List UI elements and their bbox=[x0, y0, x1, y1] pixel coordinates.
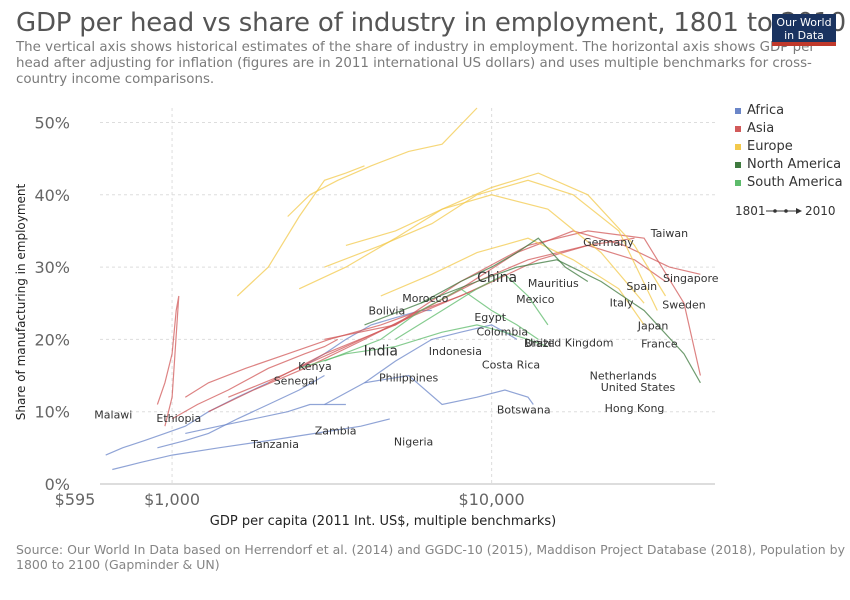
legend-label: Europe bbox=[747, 139, 793, 154]
legend-swatch bbox=[735, 161, 741, 168]
country-label[interactable]: India bbox=[364, 344, 398, 360]
country-label[interactable]: Nigeria bbox=[394, 435, 433, 448]
series-line-north-america[interactable] bbox=[420, 259, 701, 384]
series-line-south-america[interactable] bbox=[299, 324, 549, 369]
series-line-africa[interactable] bbox=[157, 374, 325, 449]
country-label[interactable]: Sweden bbox=[662, 299, 705, 312]
legend-label: Asia bbox=[747, 121, 775, 136]
country-label[interactable]: Malawi bbox=[94, 409, 132, 422]
country-label[interactable]: Colombia bbox=[476, 325, 528, 338]
country-label[interactable]: Netherlands bbox=[590, 370, 657, 383]
legend-label: North America bbox=[747, 157, 842, 172]
legend-label: Africa bbox=[747, 103, 785, 118]
x-tick-label: $595 bbox=[55, 490, 96, 509]
y-tick-label: 10% bbox=[34, 403, 70, 422]
series-line-asia[interactable] bbox=[324, 230, 701, 376]
y-tick-label: 30% bbox=[34, 258, 70, 277]
timeline-dot bbox=[784, 209, 788, 213]
series-line-europe[interactable] bbox=[236, 165, 365, 297]
scatter-chart: 0% 10% 20% 30% 40% 50% $595 $1,000 $10,000 China… bbox=[14, 107, 836, 529]
timeline-start-label: 1801 bbox=[735, 204, 766, 218]
country-label[interactable]: United Kingdom bbox=[525, 336, 613, 349]
country-label-layer: China India Taiwan Germany Singapore Mauritiu… bbox=[94, 227, 718, 451]
country-label[interactable]: Indonesia bbox=[429, 345, 482, 358]
series-line-africa[interactable] bbox=[324, 324, 518, 406]
timeline-arrow-icon bbox=[796, 208, 802, 214]
timeline-dot bbox=[773, 209, 777, 213]
series-line-europe[interactable] bbox=[345, 194, 645, 304]
country-label[interactable]: Philippines bbox=[379, 372, 439, 385]
legend-label: South America bbox=[747, 175, 843, 190]
country-label[interactable]: Mexico bbox=[516, 293, 555, 306]
series-line-asia[interactable] bbox=[156, 295, 180, 427]
country-label[interactable]: Tanzania bbox=[250, 438, 299, 451]
country-label[interactable]: China bbox=[477, 270, 517, 286]
series-line-europe[interactable] bbox=[380, 237, 645, 326]
country-label[interactable]: Spain bbox=[626, 280, 657, 293]
country-label[interactable]: Germany bbox=[583, 236, 634, 249]
country-label[interactable]: Zambia bbox=[315, 424, 357, 437]
country-label[interactable]: Kenya bbox=[298, 360, 332, 373]
legend-swatch bbox=[735, 125, 741, 132]
y-tick-label: 0% bbox=[45, 475, 70, 494]
country-label[interactable]: France bbox=[641, 338, 678, 351]
country-label[interactable]: Bolivia bbox=[368, 304, 405, 317]
country-label[interactable]: Ethiopia bbox=[156, 412, 201, 425]
timeline-end-label: 2010 bbox=[805, 204, 836, 218]
country-label[interactable]: Mauritius bbox=[528, 277, 579, 290]
x-axis-label: GDP per capita (2011 Int. US$, multiple … bbox=[210, 514, 556, 529]
owid-logo[interactable]: Our World in Data bbox=[772, 14, 836, 46]
series-line-europe[interactable] bbox=[287, 107, 478, 217]
country-label[interactable]: United States bbox=[601, 381, 676, 394]
y-tick-label: 40% bbox=[34, 186, 70, 205]
legend-item-asia[interactable]: Asia bbox=[735, 121, 774, 136]
logo-line-2: in Data bbox=[784, 29, 824, 42]
legend-item-south-america[interactable]: South America bbox=[735, 175, 843, 190]
legend-item-europe[interactable]: Europe bbox=[735, 139, 793, 154]
country-label[interactable]: Botswana bbox=[497, 404, 551, 417]
country-label[interactable]: Morocco bbox=[402, 292, 448, 305]
country-label[interactable]: Costa Rica bbox=[482, 359, 540, 372]
country-label[interactable]: Brazil bbox=[524, 337, 555, 350]
x-tick-label: $10,000 bbox=[459, 490, 525, 509]
series-line-asia[interactable] bbox=[171, 338, 339, 420]
legend-item-africa[interactable]: Africa bbox=[735, 103, 784, 118]
legend-swatch bbox=[735, 143, 741, 150]
country-label[interactable]: Egypt bbox=[474, 311, 506, 324]
legend-swatch bbox=[735, 107, 741, 114]
series-line-asia[interactable] bbox=[208, 237, 635, 413]
tick-layer: 0% 10% 20% 30% 40% 50% $595 $1,000 $10,000 bbox=[34, 113, 524, 509]
legend-swatch bbox=[735, 179, 741, 186]
grid-layer bbox=[100, 108, 715, 485]
y-axis-label: Share of manufacturing in employment bbox=[14, 183, 28, 420]
country-label[interactable]: Italy bbox=[610, 297, 634, 310]
series-layer bbox=[105, 107, 701, 471]
series-line-south-america[interactable] bbox=[324, 288, 539, 362]
y-tick-label: 20% bbox=[34, 330, 70, 349]
series-line-africa[interactable] bbox=[364, 374, 534, 406]
country-label[interactable]: Taiwan bbox=[650, 227, 688, 240]
series-line-south-america[interactable] bbox=[395, 273, 549, 340]
series-line-europe[interactable] bbox=[298, 172, 667, 297]
series-line-africa[interactable] bbox=[112, 418, 390, 471]
y-tick-label: 50% bbox=[34, 113, 70, 132]
source-note: Source: Our World In Data based on Herre… bbox=[16, 542, 846, 572]
country-label[interactable]: Senegal bbox=[274, 375, 318, 388]
series-line-africa[interactable] bbox=[185, 403, 346, 434]
timeline-legend[interactable]: 1801 2010 bbox=[735, 204, 836, 218]
country-label[interactable]: Hong Kong bbox=[605, 402, 665, 415]
legend-item-north-america[interactable]: North America bbox=[735, 157, 841, 172]
chart-subtitle: The vertical axis shows historical estim… bbox=[16, 40, 815, 87]
chart-title: GDP per head vs share of industry in emp… bbox=[16, 8, 846, 38]
country-label[interactable]: Singapore bbox=[663, 272, 719, 285]
country-label[interactable]: Japan bbox=[637, 320, 669, 333]
series-line-europe[interactable] bbox=[324, 179, 658, 311]
logo-line-1: Our World bbox=[776, 16, 832, 29]
x-tick-label: $1,000 bbox=[144, 490, 200, 509]
